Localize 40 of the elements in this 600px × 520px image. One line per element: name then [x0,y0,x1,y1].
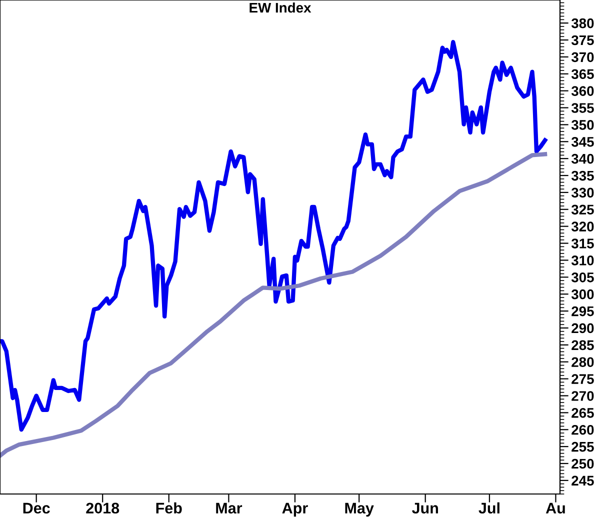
y-tick-label: 280 [572,357,594,368]
x-tick-label: Jul [478,502,500,514]
y-tick-label: 305 [571,272,594,282]
x-tick-label: May [345,502,374,517]
y-tick-label: 260 [572,424,594,435]
y-tick-label: 350 [571,120,594,130]
y-tick-label: 380 [571,18,594,28]
y-tick-label: 370 [571,52,594,62]
y-tick-label: 265 [572,408,594,418]
y-tick-label: 315 [571,238,594,248]
y-tick-label: 300 [571,289,594,300]
x-tick-label: Apr [282,502,308,517]
y-tick-label: 245 [572,476,594,486]
y-tick-label: 285 [572,340,594,350]
y-tick-label: 325 [571,204,594,215]
y-tick-label: 375 [571,35,594,46]
line-series [0,40,548,432]
x-tick-label: Au [546,502,565,514]
x-tick-label: Dec [23,502,50,514]
y-tick-label: 290 [572,323,594,334]
y-tick-label: 340 [571,154,594,164]
y-tick-label: 355 [571,103,594,113]
y-tick-label: 360 [571,86,594,96]
x-tick-label: Feb [156,502,182,514]
chart-title: EW Index [250,2,312,13]
y-tick-label: 330 [571,188,594,198]
y-tick-label: 255 [572,442,594,452]
x-tick-label: 2018 [86,502,120,514]
y-tick-label: 250 [572,458,594,469]
y-tick-label: 295 [572,306,594,316]
y-tick-label: 310 [571,256,594,266]
x-tick-label: Mar [216,502,242,514]
y-tick-label: 320 [571,222,594,232]
line-series [0,152,548,458]
y-tick-label: 335 [571,170,594,181]
y-tick-label: 345 [571,136,594,147]
y-tick-label: 275 [572,374,594,384]
y-tick-label: 270 [572,391,594,401]
y-tick-label: 365 [571,69,594,80]
x-tick-label: Jun [412,502,438,514]
